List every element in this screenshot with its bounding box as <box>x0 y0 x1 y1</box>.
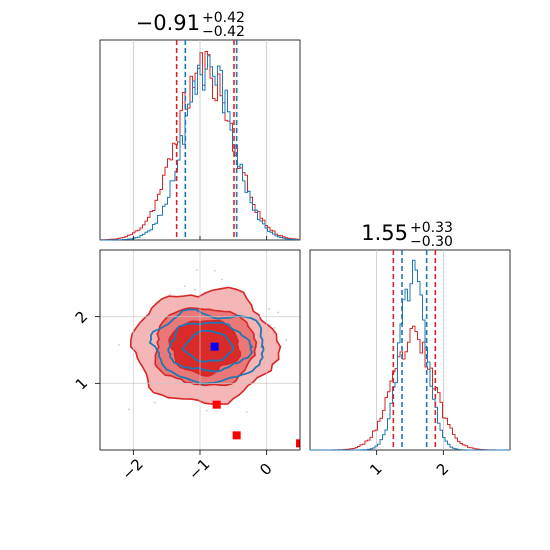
tick-label-y-0: 1 <box>72 374 91 393</box>
scatter-point <box>277 311 280 314</box>
scatter-point <box>196 269 198 271</box>
histogram-series-0 <box>310 325 510 451</box>
tick-label-x-2: 0 <box>256 460 275 479</box>
scatter-point <box>245 411 248 413</box>
joint-grid <box>100 250 300 450</box>
joint-blue-contours <box>148 308 265 385</box>
panel-right-histograms <box>310 259 510 451</box>
panel-top-quantile-lines <box>175 40 238 240</box>
blue-marker <box>210 342 219 351</box>
scatter-point <box>194 288 196 291</box>
histogram-series-0 <box>99 51 301 241</box>
panel-right-title-value: 1.55 <box>361 221 408 245</box>
scatter-point <box>285 339 288 341</box>
histogram-series-1 <box>100 55 301 241</box>
panel-right-frame <box>309 249 511 451</box>
marginal-histogram-top: −0.91 +0.42 −0.42 <box>99 10 301 241</box>
scatter-point <box>221 278 223 281</box>
scatter-point <box>183 285 186 288</box>
scatter-point <box>268 308 271 310</box>
scatter-point <box>169 293 172 296</box>
scatter-point <box>153 401 156 404</box>
panel-top-title-value: −0.91 <box>136 11 200 35</box>
scatter-point <box>117 343 120 346</box>
tick-label-x-1: −1 <box>185 455 213 483</box>
tick-label-x-1: 2 <box>433 460 452 479</box>
panel-top-title-upper: +0.42 <box>202 10 245 26</box>
scatter-point <box>127 408 130 411</box>
panel-top-title-lower: −0.42 <box>202 24 245 40</box>
panel-right-title-lower: −0.30 <box>410 234 453 250</box>
joint-markers <box>210 342 300 448</box>
scatter-point <box>213 269 216 272</box>
histogram-series-1 <box>310 259 510 451</box>
blue-contour-level-0 <box>148 308 265 385</box>
scatter-point <box>273 326 276 329</box>
panel-top-ticks <box>132 236 268 240</box>
blue-contour-level-1 <box>167 321 254 373</box>
red-marker-2 <box>296 439 300 448</box>
joint-contour-panel: −2 −1 0 1 2 <box>72 249 301 483</box>
panel-top-histograms <box>99 51 301 241</box>
tick-label-x-0: 1 <box>366 460 385 479</box>
panel-right-quantile-lines <box>392 250 437 450</box>
tick-label-y-1: 2 <box>72 307 91 326</box>
scatter-point <box>205 409 208 412</box>
panel-right-title-upper: +0.33 <box>410 220 453 236</box>
panel-right-grid <box>376 250 444 450</box>
scatter-point <box>269 323 271 326</box>
blue-contour-level-2 <box>181 329 235 363</box>
red-marker-0 <box>212 400 221 409</box>
tick-label-x-0: −2 <box>118 455 146 483</box>
red-marker-1 <box>232 431 241 440</box>
